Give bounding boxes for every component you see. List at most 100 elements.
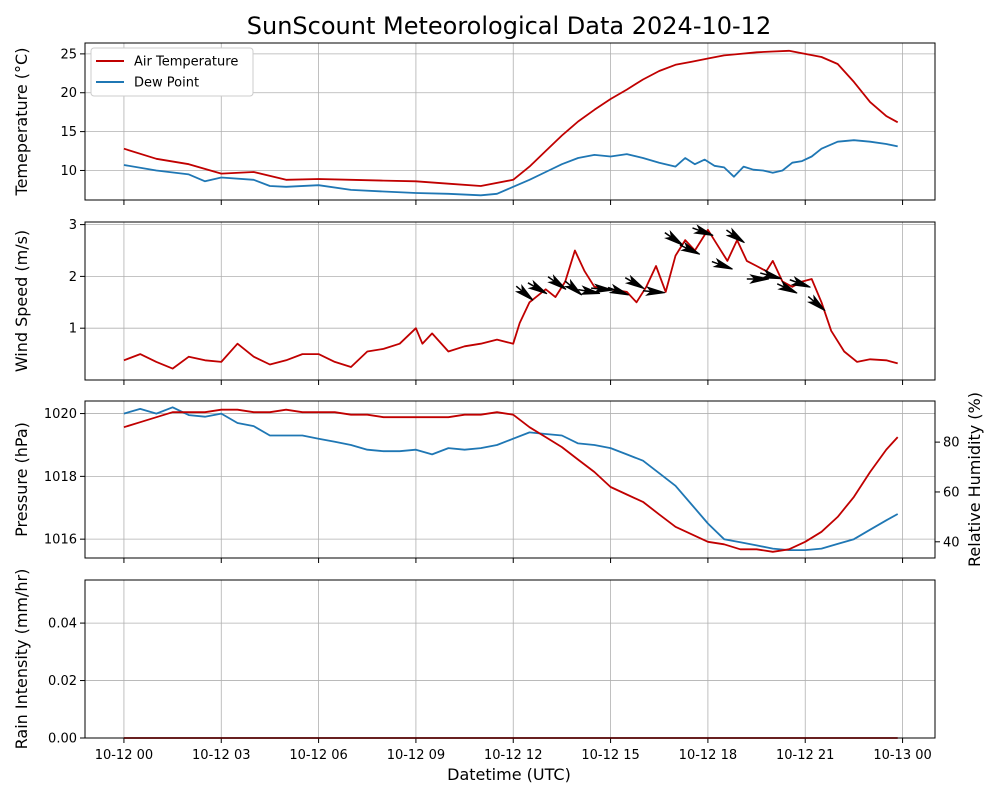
wind-arrow-shaft [807, 295, 815, 303]
y-tick-label: 1016 [44, 533, 77, 548]
wind-arrow-head [693, 224, 714, 236]
plot-frame [84, 579, 936, 739]
plot-frame [84, 400, 936, 559]
wind-arrow-shaft [527, 282, 536, 288]
series-line-dew-point [123, 139, 898, 197]
wind-arrow-shaft [760, 272, 769, 276]
wind-arrow-shaft [564, 280, 572, 287]
wind-arrow-head [725, 227, 745, 244]
x-tick-label: 10-12 21 [776, 748, 834, 763]
y-tick-label: 15 [60, 125, 77, 140]
x-tick-label: 10-12 06 [289, 748, 347, 763]
y-tick-label: 2 [69, 270, 77, 285]
y-tick-label: 0.04 [48, 617, 77, 632]
wind-arrow-head [624, 274, 645, 290]
y-tick-label: 1020 [44, 407, 77, 422]
wind-arrow-head [514, 283, 534, 301]
y-right-tick-label: 60 [943, 485, 960, 500]
wind-arrow [664, 230, 684, 246]
y-tick-label: 10 [60, 164, 77, 179]
panel-wind: 1 2 3 Wind Speed (m/s) [12, 218, 936, 385]
y-tick-label: 3 [69, 218, 77, 233]
wind-arrow-head [761, 268, 782, 280]
wind-arrow-shaft [607, 286, 616, 291]
wind-arrow-head [777, 280, 798, 294]
wind-arrow [746, 274, 769, 284]
y-axis-label: Pressure (hPa) [12, 422, 31, 537]
y-tick-label: 1018 [44, 470, 77, 485]
y-right-tick-label: 80 [943, 436, 960, 451]
y-axis-label: Temeperature (°C) [12, 48, 31, 197]
wind-arrow [624, 274, 645, 290]
wind-arrow-head [593, 283, 614, 294]
wind-arrow-shaft [591, 287, 600, 290]
series-line-wind [123, 228, 898, 370]
wind-arrow-shaft [547, 276, 556, 282]
wind-arrow-head [645, 286, 666, 296]
panel-rain: 10-12 00 10-12 03 10-12 06 10-12 09 10-12 12… [12, 569, 936, 763]
panel-pressure-humidity: 1016 1018 1020 Pressure (hPa) 40 60 80 Relative… [12, 392, 984, 567]
wind-arrow [679, 241, 701, 255]
wind-arrow-head [712, 257, 733, 270]
wind-arrow-shaft [776, 283, 785, 288]
x-tick-label: 10-12 12 [484, 748, 542, 763]
wind-arrow [806, 294, 826, 312]
wind-arrow [607, 283, 630, 296]
wind-arrow-shaft [578, 288, 587, 292]
y-tick-label: 1 [69, 322, 77, 337]
wind-arrow-head [806, 294, 826, 312]
wind-arrow-head [749, 274, 769, 284]
wind-arrow [760, 268, 782, 280]
x-tick-label: 10-12 09 [387, 748, 445, 763]
wind-arrow [642, 286, 666, 296]
wind-arrow-head [608, 283, 630, 296]
wind-arrow-head [563, 278, 583, 296]
legend-label: Dew Point [134, 76, 199, 91]
y-tick-label: 25 [60, 47, 77, 62]
plot-frame [84, 42, 936, 201]
x-tick-label: 10-12 03 [192, 748, 250, 763]
legend: Air Temperature Dew Point [90, 47, 254, 97]
wind-arrow-shaft [789, 279, 798, 284]
y-right-tick-label: 40 [943, 535, 960, 550]
wind-arrow-shaft [624, 277, 633, 283]
x-tick-label: 10-12 15 [581, 748, 639, 763]
legend-box [90, 47, 254, 97]
wind-arrow-shaft [692, 227, 701, 232]
x-tick-label: 10-12 18 [679, 748, 737, 763]
wind-arrow-head [547, 274, 567, 290]
legend-label: Air Temperature [134, 55, 238, 70]
y-axis-label: Rain Intensity (mm/hr) [12, 569, 31, 750]
wind-arrow-shaft [711, 260, 720, 265]
wind-arrow [725, 227, 745, 244]
figure-title: SunScount Meteorological Data 2024-10-12 [247, 12, 771, 40]
wind-arrow-shaft [679, 244, 688, 250]
wind-arrow-shaft [664, 232, 672, 238]
plot-frame [84, 221, 936, 381]
panels: 10 15 20 25 Temeperature (°C) Air Temperature… [12, 42, 984, 763]
wind-arrow [711, 257, 733, 270]
wind-arrow [563, 278, 583, 296]
y-axis-label: Wind Speed (m/s) [12, 230, 31, 372]
wind-arrow-head [527, 279, 548, 295]
series-line-relative-humidity [123, 408, 899, 553]
series-line-air-temperature [123, 49, 899, 187]
x-axis-label: Datetime (UTC) [447, 765, 571, 784]
wind-arrow-shaft [515, 285, 523, 292]
wind-arrow [692, 224, 714, 236]
panel-temperature: 10 15 20 25 Temeperature (°C) Air Temperature… [12, 42, 936, 205]
x-tick-label: 10-12 00 [95, 748, 153, 763]
y-tick-label: 0.00 [48, 732, 77, 747]
wind-arrow-head [680, 241, 701, 255]
y-right-axis-label: Relative Humidity (%) [965, 392, 984, 567]
y-tick-label: 0.02 [48, 674, 77, 689]
wind-arrow [514, 283, 534, 301]
wind-arrow-shaft [642, 290, 652, 293]
wind-arrow-head [790, 276, 811, 288]
wind-arrow [776, 280, 798, 294]
wind-arrow [789, 276, 811, 288]
wind-arrow [547, 274, 567, 290]
wind-arrow [591, 283, 614, 294]
y-tick-label: 20 [60, 86, 77, 101]
